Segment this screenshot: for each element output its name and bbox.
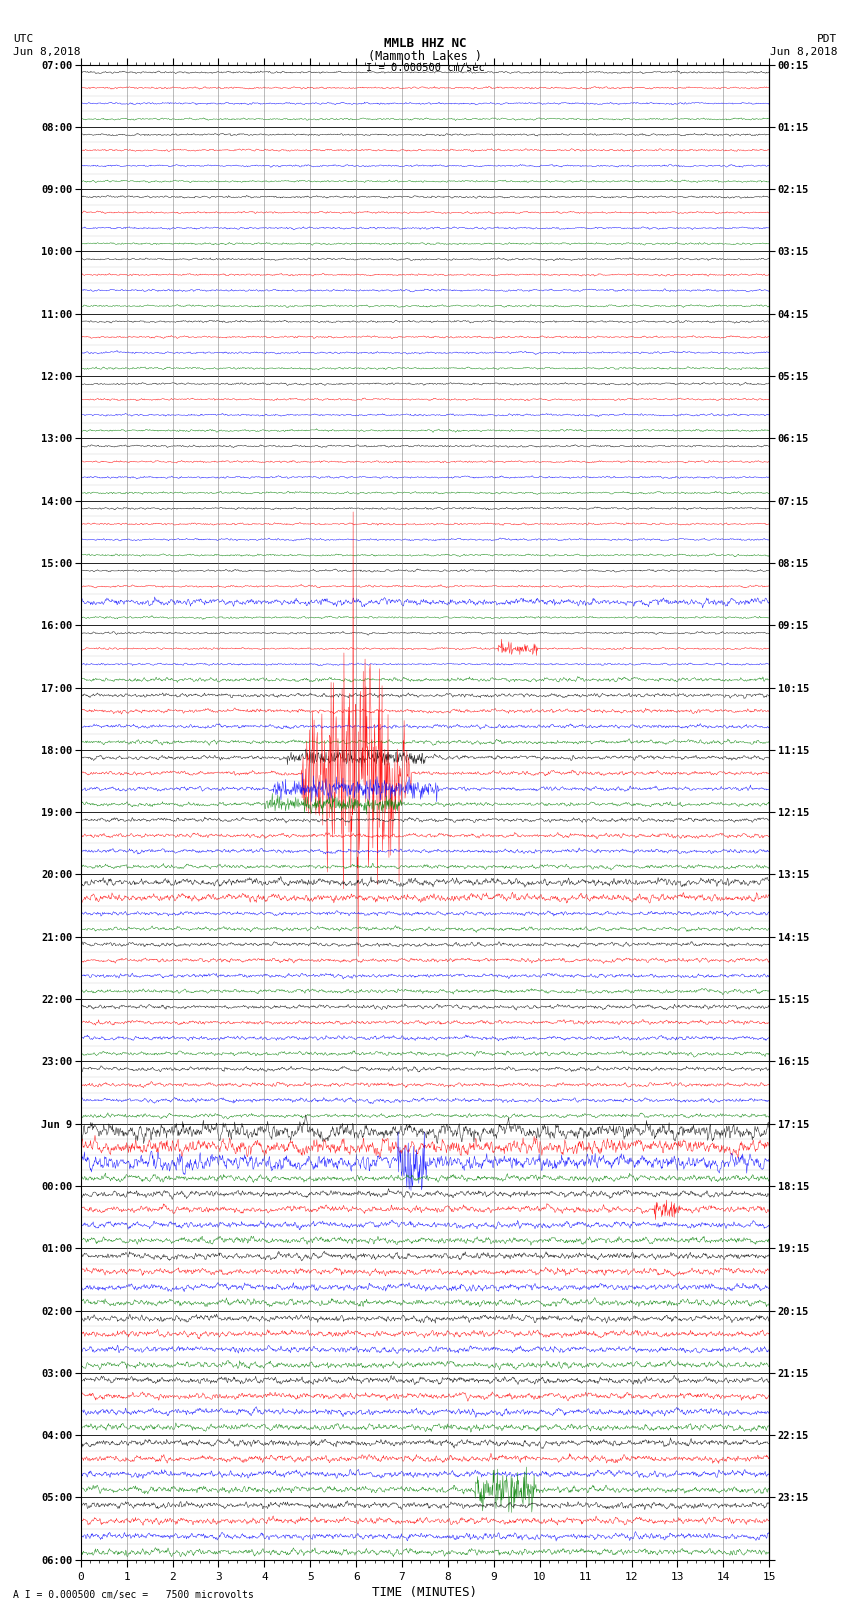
X-axis label: TIME (MINUTES): TIME (MINUTES) (372, 1586, 478, 1598)
Text: (Mammoth Lakes ): (Mammoth Lakes ) (368, 50, 482, 63)
Text: PDT: PDT (817, 34, 837, 44)
Text: I = 0.000500 cm/sec: I = 0.000500 cm/sec (366, 63, 484, 73)
Text: MMLB HHZ NC: MMLB HHZ NC (383, 37, 467, 50)
Text: Jun 8,2018: Jun 8,2018 (770, 47, 837, 56)
Text: A I = 0.000500 cm/sec =   7500 microvolts: A I = 0.000500 cm/sec = 7500 microvolts (13, 1590, 253, 1600)
Text: UTC: UTC (13, 34, 33, 44)
Text: Jun 8,2018: Jun 8,2018 (13, 47, 80, 56)
